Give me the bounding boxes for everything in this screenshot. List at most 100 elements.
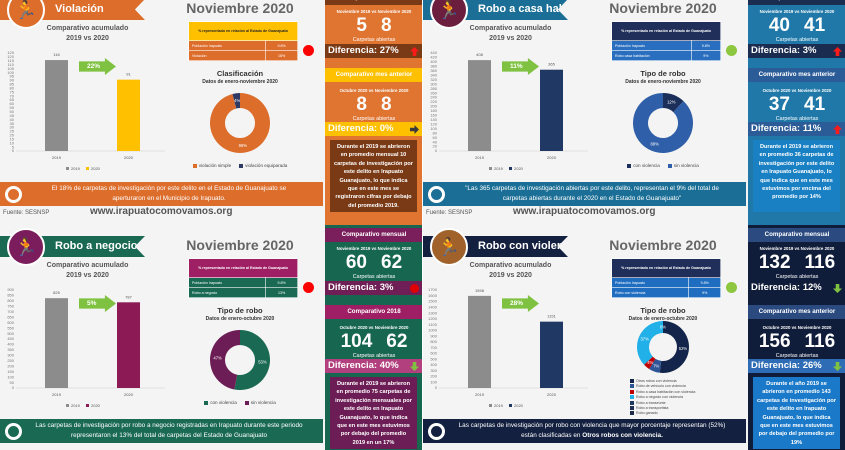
irapuato-como-vamos-logo-icon	[428, 186, 445, 203]
table-row: Población Irapuato 9.8%	[187, 40, 298, 51]
table-cell-label: Robo a negocio	[187, 287, 267, 298]
table-header-row: % representado en relación al Estado de …	[188, 258, 298, 278]
footer-banner: "Las 365 carpetas de investigación abier…	[423, 182, 746, 206]
source-label: Fuente: SESNSP	[3, 210, 50, 216]
state-share-table: % representado en relación al Estado de …	[610, 258, 721, 298]
count-previous: 104	[340, 331, 373, 352]
monthly-comparison-header: Comparativo mensual	[325, 228, 422, 242]
table-header: % representado en relación al Estado de …	[611, 258, 721, 278]
count-2019: 60	[345, 252, 367, 273]
donut-slice	[232, 93, 240, 109]
bar-2019	[468, 295, 491, 388]
bar-value-label: 1598	[475, 288, 485, 293]
month-title: Noviembre 2020	[609, 237, 717, 253]
y-tick-label: 380	[430, 64, 437, 69]
table-cell-label: Población Irapuato	[611, 40, 692, 51]
legend-label: con violencia	[210, 400, 237, 405]
previous-period-label: Octubre 2020 vs Noviembre 2020	[762, 88, 832, 93]
legend-item: Robo ganado	[630, 411, 720, 416]
donut-subtitle: Datos de enero-octubre 2020	[205, 316, 275, 322]
y-tick-label: 55	[10, 105, 15, 110]
previous-month-header: Comparativo mes anterior	[325, 68, 422, 82]
count-current: 8	[381, 94, 392, 115]
x-tick-label: 2020	[547, 392, 557, 397]
y-tick-label: 650	[7, 314, 14, 319]
bar-value-label: 825	[53, 290, 60, 295]
difference-text: Diferencia: 0%	[328, 123, 394, 134]
donut-slice-label: 4%	[647, 360, 653, 365]
table-header: % representado en relación al Estado de …	[611, 21, 721, 41]
legend-swatch	[630, 389, 634, 394]
legend-item: con violencia	[204, 400, 237, 405]
y-tick-label: 500	[7, 331, 14, 336]
y-tick-label: 20	[433, 144, 438, 149]
average-description: Durante el 2019 se abrieron en promedio …	[330, 377, 417, 449]
legend-label: 2019	[494, 166, 504, 171]
previous-difference: Diferencia: 0%	[325, 122, 422, 136]
count-2020: 8	[381, 15, 392, 36]
legend-label: Robo a transportista	[636, 406, 669, 411]
y-tick-label: 1400	[428, 304, 438, 309]
legend-swatch	[509, 167, 512, 170]
legend-label: con violencia	[633, 163, 660, 168]
growth-arrow: 11%	[502, 58, 539, 75]
table-row: Población Irapuato 9.8%	[610, 277, 721, 288]
y-tick-label: 600	[430, 351, 437, 356]
legend-label: 2020	[514, 403, 524, 408]
y-tick-label: 100	[7, 374, 14, 379]
footer-banner: El 18% de carpetas de investigación por …	[0, 182, 323, 206]
previous-month-header: Comparativo 2018	[325, 305, 422, 319]
legend-label: Robo de vehículo con violencia	[636, 384, 686, 389]
y-tick-label: 0	[435, 148, 438, 153]
y-tick-label: 300	[430, 81, 437, 86]
donut-subtitle: Datos de enero-noviembre 2020	[202, 79, 278, 85]
y-tick-label: 100	[430, 379, 437, 384]
y-tick-label: 1000	[428, 328, 438, 333]
y-tick-label: 1300	[428, 310, 438, 315]
donut-chart: 52% 7%4% 37% 0%	[637, 321, 689, 373]
donut-legend: Otros robos con violencia Robo de vehícul…	[630, 379, 720, 417]
average-description: Durante el 2019 se abrieron en promedio …	[753, 140, 840, 212]
donut-slice-label: 47%	[213, 355, 222, 360]
x-tick-label: 2019	[52, 392, 62, 397]
bar-value-label: 365	[548, 62, 555, 67]
footer-banner: Las carpetas de investigación por robo a…	[0, 419, 323, 443]
legend-label: Robo a transeúnte	[636, 400, 666, 405]
bar-value-label: 116	[53, 52, 60, 57]
x-tick-label: 2019	[475, 392, 485, 397]
difference-text: Diferencia: 3%	[751, 45, 817, 56]
y-tick-label: 85	[10, 82, 15, 87]
count-2019: 132	[758, 252, 791, 273]
y-tick-label: 1700	[428, 287, 438, 292]
count-current: 41	[804, 94, 826, 115]
website-link[interactable]: www.irapuatocomovamos.org	[90, 206, 233, 217]
legend-swatch	[667, 163, 672, 168]
legend-item: sin violencia	[667, 163, 699, 168]
monthly-trend-arrow-up-icon	[833, 47, 842, 56]
carpetas-label: Carpetas abiertas	[352, 37, 396, 43]
legend-item: Robo a transeúnte	[630, 401, 720, 406]
growth-arrow: 22%	[79, 58, 116, 75]
comparison-years: 2019 vs 2020	[66, 35, 109, 42]
table-cell-value: 18%	[265, 50, 298, 61]
legend-label: 2019	[71, 166, 81, 171]
bar-value-label: 91	[126, 72, 131, 77]
y-tick-label: 1500	[428, 299, 438, 304]
difference-text: Diferencia: 3%	[328, 282, 394, 293]
previous-trend-arrow-up-icon	[833, 125, 842, 134]
difference-text: Diferencia: 40%	[328, 360, 399, 371]
legend-label: Robo ganado	[636, 411, 658, 416]
legend-label: 2019	[71, 403, 81, 408]
donut-slice-label: 53%	[258, 360, 267, 365]
table-cell-value: 9%	[690, 50, 722, 61]
y-tick-label: 360	[430, 68, 437, 73]
irapuato-como-vamos-logo-icon	[5, 423, 22, 440]
y-tick-label: 800	[430, 339, 437, 344]
legend-swatch	[630, 411, 634, 416]
y-tick-label: 420	[430, 55, 437, 60]
y-tick-label: 50	[10, 109, 15, 114]
y-tick-label: 25	[10, 129, 15, 134]
website-link[interactable]: www.irapuatocomovamos.org	[513, 206, 656, 217]
legend-swatch	[509, 404, 512, 407]
